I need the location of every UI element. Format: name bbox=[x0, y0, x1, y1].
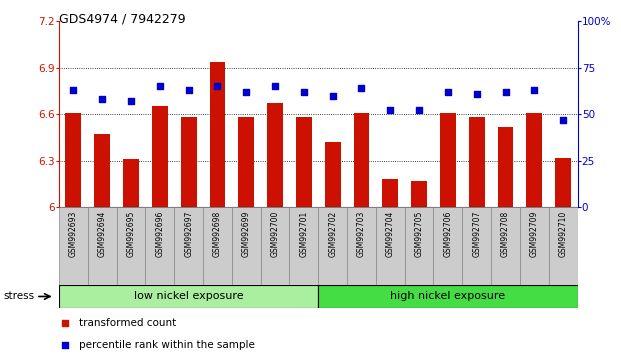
Point bbox=[266, 245, 276, 251]
Bar bbox=[117, 207, 145, 285]
Bar bbox=[405, 207, 433, 285]
Bar bbox=[549, 207, 578, 285]
Bar bbox=[152, 107, 168, 207]
Text: GSM992700: GSM992700 bbox=[271, 211, 279, 257]
Text: GSM992710: GSM992710 bbox=[559, 211, 568, 257]
Text: low nickel exposure: low nickel exposure bbox=[134, 291, 243, 302]
Text: GSM992701: GSM992701 bbox=[299, 211, 309, 257]
Bar bbox=[175, 207, 203, 285]
Bar bbox=[440, 113, 456, 207]
Text: GSM992702: GSM992702 bbox=[328, 211, 337, 257]
Text: stress: stress bbox=[3, 291, 34, 302]
Point bbox=[242, 89, 252, 95]
Text: GSM992693: GSM992693 bbox=[69, 211, 78, 257]
Text: GSM992706: GSM992706 bbox=[443, 211, 452, 257]
Bar bbox=[209, 62, 225, 207]
Bar bbox=[267, 103, 283, 207]
Bar bbox=[383, 179, 398, 207]
Bar bbox=[203, 207, 232, 285]
Point bbox=[328, 93, 338, 98]
Bar bbox=[469, 117, 484, 207]
Text: GSM992709: GSM992709 bbox=[530, 211, 539, 257]
Point bbox=[501, 89, 510, 95]
Bar bbox=[376, 207, 405, 285]
Bar bbox=[555, 158, 571, 207]
Point bbox=[414, 108, 424, 113]
Bar bbox=[145, 207, 175, 285]
Bar bbox=[491, 207, 520, 285]
Bar bbox=[347, 207, 376, 285]
Text: transformed count: transformed count bbox=[79, 318, 176, 329]
Point bbox=[443, 89, 453, 95]
Text: GSM992697: GSM992697 bbox=[184, 211, 193, 257]
Point bbox=[184, 87, 194, 93]
Bar bbox=[289, 207, 318, 285]
Bar bbox=[527, 113, 542, 207]
Bar bbox=[353, 113, 369, 207]
Point bbox=[385, 108, 395, 113]
Point bbox=[155, 84, 165, 89]
Text: GSM992696: GSM992696 bbox=[155, 211, 165, 257]
Text: GSM992704: GSM992704 bbox=[386, 211, 395, 257]
Text: GSM992703: GSM992703 bbox=[357, 211, 366, 257]
Point bbox=[270, 84, 280, 89]
Bar bbox=[59, 285, 318, 308]
Bar bbox=[59, 207, 88, 285]
Point bbox=[558, 117, 568, 122]
Bar bbox=[123, 159, 139, 207]
Text: GSM992694: GSM992694 bbox=[97, 211, 107, 257]
Point bbox=[299, 89, 309, 95]
Bar bbox=[94, 134, 110, 207]
Point bbox=[97, 96, 107, 102]
Point bbox=[68, 87, 78, 93]
Point bbox=[266, 52, 276, 58]
Bar bbox=[318, 207, 347, 285]
Bar bbox=[65, 113, 81, 207]
Text: GSM992698: GSM992698 bbox=[213, 211, 222, 257]
Bar bbox=[296, 117, 312, 207]
Bar bbox=[433, 207, 462, 285]
Text: GSM992705: GSM992705 bbox=[415, 211, 424, 257]
Bar bbox=[497, 127, 514, 207]
Text: GSM992699: GSM992699 bbox=[242, 211, 251, 257]
Bar bbox=[232, 207, 261, 285]
Bar bbox=[318, 285, 578, 308]
Point bbox=[126, 98, 136, 104]
Bar bbox=[88, 207, 117, 285]
Text: GDS4974 / 7942279: GDS4974 / 7942279 bbox=[59, 12, 186, 25]
Bar bbox=[238, 117, 254, 207]
Text: GSM992707: GSM992707 bbox=[472, 211, 481, 257]
Text: GSM992708: GSM992708 bbox=[501, 211, 510, 257]
Text: GSM992695: GSM992695 bbox=[127, 211, 135, 257]
Bar bbox=[411, 181, 427, 207]
Point bbox=[212, 84, 222, 89]
Point bbox=[356, 85, 366, 91]
Text: percentile rank within the sample: percentile rank within the sample bbox=[79, 339, 255, 350]
Bar bbox=[325, 142, 340, 207]
Point bbox=[529, 87, 539, 93]
Point bbox=[472, 91, 482, 97]
Text: high nickel exposure: high nickel exposure bbox=[391, 291, 505, 302]
Bar bbox=[261, 207, 289, 285]
Bar bbox=[520, 207, 549, 285]
Bar bbox=[181, 117, 197, 207]
Bar bbox=[462, 207, 491, 285]
